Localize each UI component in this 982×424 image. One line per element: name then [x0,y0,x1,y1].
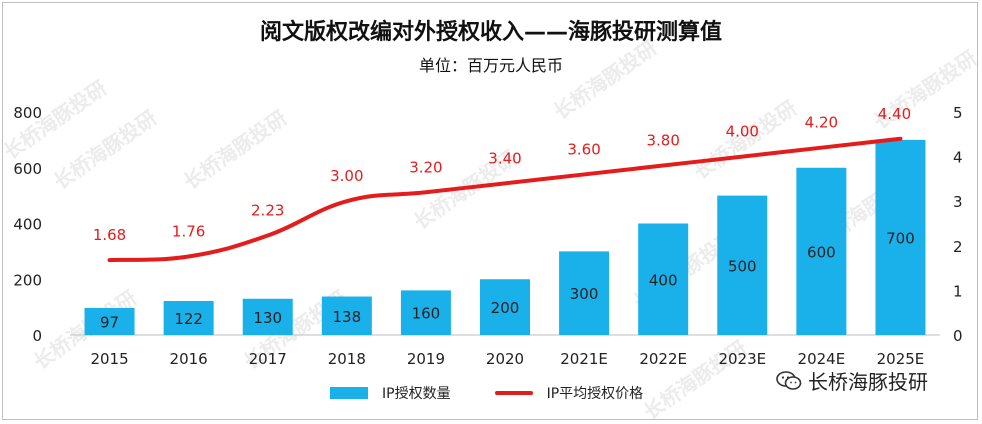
line-value-label: 1.76 [172,223,205,241]
y-left-tick-label: 800 [13,104,42,122]
x-tick-label: 2016 [170,350,208,368]
bar [796,167,847,335]
y-left-tick-label: 200 [13,271,42,289]
line-value-label: 3.40 [488,149,521,167]
bar-value-label: 130 [253,309,282,327]
watermark-text: 长桥海豚投研 [549,36,661,124]
bar-value-label: 138 [332,308,361,326]
legend-swatch-bar [330,387,368,399]
wechat-icon [776,370,802,391]
x-tick-label: 2023E [718,350,766,368]
chart-title: 阅文版权改编对外授权收入——海豚投研测算值 [259,20,722,45]
watermark-text: 长桥海豚投研 [639,336,751,424]
line-series: 1.68 1.76 2.23 3.00 3.20 3.40 3.60 3.80 4.00 4.20… [93,105,911,263]
bar [717,195,768,335]
legend-item-line: IP平均授权价格 [494,383,644,403]
bar-value-label: 500 [728,257,757,275]
bar [875,139,926,335]
bar [84,307,135,335]
y-right-tick-label: 0 [953,327,963,345]
y-right-tick-label: 2 [953,238,963,256]
x-tick-label: 2015 [90,350,128,368]
x-tick-label: 2021E [560,350,608,368]
line-value-label: 3.80 [646,132,679,150]
bar-value-label: 200 [491,299,520,317]
y-right-tick-label: 1 [953,282,963,300]
bar [480,279,530,335]
y-left-tick-label: 600 [13,160,42,178]
line-value-label: 4.40 [878,105,911,123]
line-value-label: 3.20 [409,158,442,176]
x-tick-label: 2017 [249,350,287,368]
bar-value-label: 160 [412,305,441,323]
brand-mark: 长桥海豚投研 [776,366,928,395]
x-tick-label: 2020 [486,350,524,368]
line-value-label: 1.68 [93,226,126,244]
legend-swatch-line [494,391,533,395]
x-tick-label: 2018 [328,350,366,368]
y-right-tick-label: 5 [953,104,963,122]
line-value-label: 4.00 [726,123,759,141]
bar-value-label: 97 [100,313,119,331]
bar [400,290,451,335]
bar [321,296,372,335]
bar-value-label: 700 [886,229,915,247]
line-value-label: 3.00 [330,167,363,185]
legend-label-bar: IP授权数量 [382,386,451,402]
bar-value-label: 400 [649,271,678,289]
line-value-label: 2.23 [251,202,284,220]
x-tick-label: 2022E [639,350,687,368]
legend-item-bar: IP授权数量 [330,383,451,403]
bar [163,300,214,335]
chart-subtitle: 单位：百万元人民币 [418,56,563,75]
bar [242,298,293,335]
bar [638,223,689,335]
line-value-label: 3.60 [567,140,600,158]
legend: IP授权数量 IP平均授权价格 [330,381,687,405]
y-left-tick-label: 0 [32,327,42,345]
legend-label-line: IP平均授权价格 [546,386,644,402]
y-right-tick-label: 4 [953,149,963,167]
bar [559,251,610,335]
x-tick-label: 2024E [798,350,846,368]
bar-value-label: 122 [174,310,203,328]
line-value-label: 4.20 [805,114,838,132]
y-right-tick-label: 3 [953,193,963,211]
bar-value-label: 600 [807,243,836,261]
bar-series: 97 122 130 138 160 200 300 400 500 600 700 [84,139,926,335]
x-tick-label: 2019 [407,350,445,368]
brand-name: 长桥海豚投研 [808,370,928,394]
watermark-text: 长桥海豚投研 [179,106,291,194]
bar-value-label: 300 [570,285,599,303]
axes: 0 200 400 600 800 0 1 2 3 4 5 2015 2016 2017 2018 2019 2… [13,104,962,368]
y-left-tick-label: 400 [13,216,42,234]
x-tick-label: 2025E [877,350,925,368]
